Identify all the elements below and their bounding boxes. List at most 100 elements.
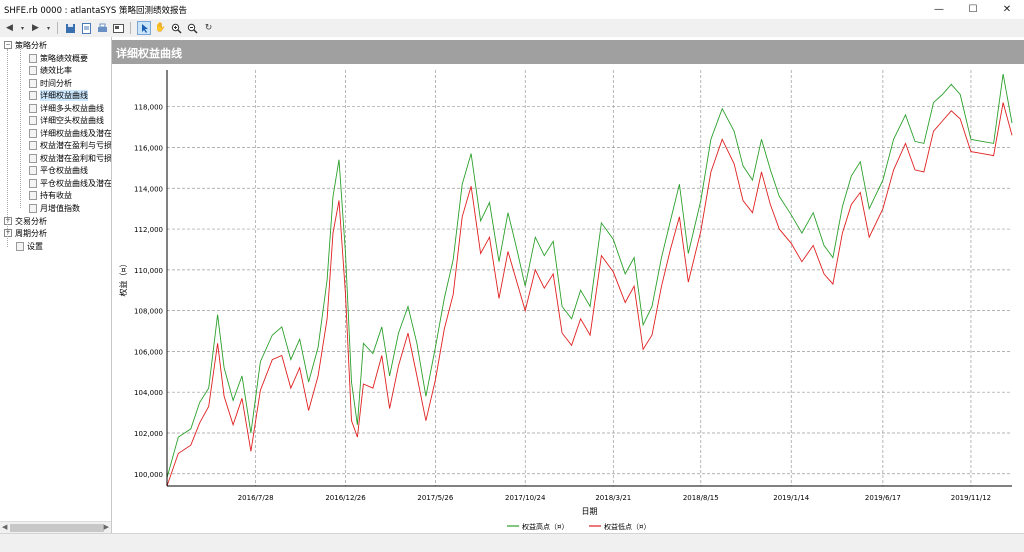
scroll-right-icon[interactable]: ▶ [103,523,109,531]
y-tick-label: 100,000 [134,471,163,479]
tree-item-long-equity[interactable]: 详细多头权益曲线 [29,102,104,114]
tree-item-potential-pl-2[interactable]: 权益潜在盈利和亏损 [29,152,112,164]
tree-item-label: 权益潜在盈利和亏损 [40,153,112,163]
tree-item-label: 月增值指数 [40,203,80,213]
expand-icon[interactable]: + [4,229,12,237]
export-icon[interactable] [112,22,125,35]
x-tick-label: 2017/10/24 [505,494,546,502]
y-tick-label: 108,000 [134,308,163,316]
tree-group-period[interactable]: + 周期分析 [4,227,47,239]
tree-group-trade[interactable]: + 交易分析 [4,215,47,227]
preview-icon-graphic [82,22,91,34]
dropdown-icon[interactable]: ▾ [46,24,50,32]
tree-item-short-equity[interactable]: 详细空头权益曲线 [29,114,104,126]
expand-icon[interactable]: + [4,217,12,225]
document-icon [29,153,37,163]
window-title: SHFE.rb 0000 : atlantaSYS 策略回测绩效报告 [4,5,187,16]
tree-item-label: 详细权益曲线 [40,89,88,101]
document-icon [29,115,37,125]
y-tick-label: 112,000 [134,226,163,234]
document-icon [16,241,24,251]
tree-group-label: 交易分析 [15,216,47,226]
document-icon [29,178,37,188]
document-icon [29,203,37,213]
save-icon[interactable] [64,22,77,35]
tree-item-label: 详细多头权益曲线 [40,103,104,113]
tree-item-label: 详细空头权益曲线 [40,115,104,125]
y-tick-label: 114,000 [134,185,163,193]
sidebar-tree: − 策略分析 策略绩效概要 绩效比率 时间分析 详细权益曲线 详细多头权益曲线 … [0,37,112,533]
back-icon[interactable]: ◀ [6,23,13,33]
zoom-out-icon[interactable] [186,22,199,35]
dropdown-icon[interactable]: ▾ [20,24,24,32]
tree-item-holding-return[interactable]: 持有收益 [29,189,72,201]
y-tick-label: 104,000 [134,389,163,397]
close-button[interactable]: ✕ [1002,4,1012,15]
panel-header: 详细权益曲线 [112,40,1024,64]
x-tick-label: 2016/7/28 [238,494,274,502]
zoom-in-icon-graphic [171,23,182,34]
y-tick-label: 116,000 [134,144,163,152]
tree-group-label: 策略分析 [15,40,47,50]
equity-chart[interactable]: 100,000 102,000 104,000 106,000 108,000 110,0… [112,64,1024,533]
tree-item-label: 详细权益曲线及潜在 [40,128,112,138]
minimize-button[interactable]: — [934,4,944,15]
tree-item-label: 设置 [27,241,43,251]
print-icon-graphic [98,23,107,32]
y-axis-label: 权益（¤） [118,259,128,296]
y-tick-label: 102,000 [134,430,163,438]
legend-label-low: 权益低点（¤） [604,522,650,531]
x-tick-label: 2019/11/12 [951,494,991,502]
document-icon [29,78,37,88]
refresh-icon[interactable]: ↻ [204,23,213,33]
tree-item-equity-potential[interactable]: 详细权益曲线及潜在 [29,127,112,139]
series-line-high [166,74,1013,478]
forward-icon[interactable]: ▶ [32,23,39,33]
sidebar-hscrollbar[interactable]: ◀ ▶ [0,521,111,534]
pointer-icon[interactable] [137,21,151,35]
tree-item-label: 平仓权益曲线及潜在 [40,178,112,188]
y-tick-label: 110,000 [134,267,163,275]
document-icon [29,140,37,150]
tree-item-potential-pl-1[interactable]: 权益潜在盈利与亏损 [29,139,112,151]
tree-item-label: 平仓权益曲线 [40,165,88,175]
tree-item-time[interactable]: 时间分析 [29,77,72,89]
zoom-out-icon-graphic [187,23,198,34]
toolbar: ◀ ▾ ▶ ▾ ✋ ↻ [0,19,1024,38]
tree-item-settings[interactable]: 设置 [16,240,43,252]
pan-icon[interactable]: ✋ [154,23,167,33]
print-icon[interactable] [96,22,109,35]
zoom-in-icon[interactable] [170,22,183,35]
y-tick-label: 118,000 [134,104,163,112]
legend-label-high: 权益高点（¤） [522,522,568,531]
tree-item-label: 时间分析 [40,78,72,88]
series-line-low [166,102,1013,487]
scroll-thumb[interactable] [10,524,104,532]
document-icon [29,53,37,63]
document-icon [29,90,37,100]
scroll-left-icon[interactable]: ◀ [2,523,8,531]
chart-series [166,74,1013,487]
tree-group-strategy[interactable]: − 策略分析 [4,39,47,51]
tree-item-closed-equity[interactable]: 平仓权益曲线 [29,164,88,176]
collapse-icon[interactable]: − [4,41,12,49]
x-tick-label: 2018/3/21 [595,494,631,502]
document-icon [29,165,37,175]
tree-item-ratios[interactable]: 绩效比率 [29,64,72,76]
tree-item-label: 持有收益 [40,190,72,200]
chart-legend: 权益高点（¤） 权益低点（¤） [507,522,650,531]
maximize-button[interactable]: ☐ [968,4,978,15]
tree-item-label: 权益潜在盈利与亏损 [40,140,112,150]
pointer-icon-graphic [141,23,148,33]
tree-item-closed-equity-potential[interactable]: 平仓权益曲线及潜在 [29,177,112,189]
tree-item-monthly-index[interactable]: 月增值指数 [29,202,80,214]
report-panel: 详细权益曲线 100,000 102,000 104,000 106,000 108,0… [112,37,1024,533]
window-titlebar: SHFE.rb 0000 : atlantaSYS 策略回测绩效报告 — ☐ ✕ [0,0,1024,19]
document-icon [29,128,37,138]
tree-connector [20,49,21,208]
preview-icon[interactable] [80,22,93,35]
tree-item-summary[interactable]: 策略绩效概要 [29,52,88,64]
x-tick-label: 2018/8/15 [683,494,719,502]
tree-item-equity-curve[interactable]: 详细权益曲线 [29,89,88,101]
x-tick-label: 2019/6/17 [865,494,901,502]
